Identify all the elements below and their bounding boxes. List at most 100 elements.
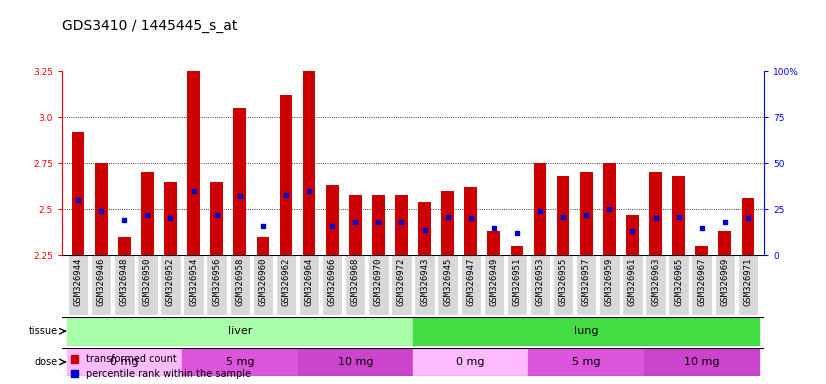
Bar <box>280 95 292 255</box>
Text: 0 mg: 0 mg <box>457 357 485 367</box>
Bar <box>644 348 759 376</box>
Text: 5 mg: 5 mg <box>572 357 601 367</box>
Bar <box>413 317 759 346</box>
Text: GSM326972: GSM326972 <box>397 257 406 306</box>
Bar <box>415 255 434 315</box>
Bar <box>300 255 318 315</box>
Text: GSM326953: GSM326953 <box>535 257 544 306</box>
Text: GSM326970: GSM326970 <box>374 257 383 306</box>
Bar <box>534 163 546 255</box>
Bar <box>164 182 177 255</box>
Bar <box>234 108 246 255</box>
Text: GSM326966: GSM326966 <box>328 257 337 306</box>
Bar <box>188 71 200 255</box>
Bar <box>719 232 731 255</box>
Text: GSM326964: GSM326964 <box>305 257 314 306</box>
Text: GSM326962: GSM326962 <box>282 257 291 306</box>
Bar <box>692 255 711 315</box>
Bar <box>531 255 549 315</box>
Legend: transformed count, percentile rank within the sample: transformed count, percentile rank withi… <box>67 350 255 383</box>
Text: GSM326954: GSM326954 <box>189 257 198 306</box>
Bar <box>646 255 665 315</box>
Bar <box>161 255 180 315</box>
Text: GSM326948: GSM326948 <box>120 257 129 306</box>
Text: GDS3410 / 1445445_s_at: GDS3410 / 1445445_s_at <box>62 19 237 33</box>
Bar <box>369 255 387 315</box>
Text: dose: dose <box>35 357 58 367</box>
Text: GSM326944: GSM326944 <box>74 257 83 306</box>
Text: GSM326946: GSM326946 <box>97 257 106 306</box>
Bar <box>672 176 685 255</box>
Bar <box>603 163 615 255</box>
Bar <box>464 187 477 255</box>
Bar <box>715 255 734 315</box>
Bar <box>392 255 411 315</box>
Bar <box>254 255 272 315</box>
Text: GSM326967: GSM326967 <box>697 257 706 306</box>
Bar <box>580 172 592 255</box>
Text: GSM326949: GSM326949 <box>489 257 498 306</box>
Text: GSM326961: GSM326961 <box>628 257 637 306</box>
Bar <box>508 255 526 315</box>
Bar <box>323 255 341 315</box>
Text: GSM326963: GSM326963 <box>651 257 660 306</box>
Text: GSM326968: GSM326968 <box>351 257 360 306</box>
Text: 10 mg: 10 mg <box>338 357 373 367</box>
Text: GSM326955: GSM326955 <box>558 257 567 306</box>
Bar <box>510 246 524 255</box>
Bar <box>418 202 431 255</box>
Text: GSM326947: GSM326947 <box>466 257 475 306</box>
Text: GSM326957: GSM326957 <box>582 257 591 306</box>
Bar <box>325 185 339 255</box>
Text: lung: lung <box>574 326 599 336</box>
Bar <box>372 195 385 255</box>
Text: GSM326969: GSM326969 <box>720 257 729 306</box>
Text: GSM326960: GSM326960 <box>259 257 268 306</box>
Bar <box>138 255 157 315</box>
Bar <box>211 182 223 255</box>
Bar <box>623 255 642 315</box>
Bar <box>69 255 88 315</box>
Bar <box>95 163 107 255</box>
Bar <box>738 255 757 315</box>
Bar <box>349 195 362 255</box>
Bar <box>230 255 249 315</box>
Bar <box>67 348 182 376</box>
Bar <box>302 71 316 255</box>
Text: tissue: tissue <box>29 326 58 336</box>
Bar <box>72 132 84 255</box>
Bar <box>207 255 226 315</box>
Text: GSM326950: GSM326950 <box>143 257 152 306</box>
Bar <box>669 255 688 315</box>
Bar <box>577 255 596 315</box>
Bar <box>277 255 295 315</box>
Bar <box>557 176 569 255</box>
Bar <box>92 255 111 315</box>
Text: GSM326956: GSM326956 <box>212 257 221 306</box>
Bar <box>554 255 572 315</box>
Text: 5 mg: 5 mg <box>225 357 254 367</box>
Text: GSM326959: GSM326959 <box>605 257 614 306</box>
Text: GSM326952: GSM326952 <box>166 257 175 306</box>
Bar <box>742 198 754 255</box>
Text: GSM326951: GSM326951 <box>512 257 521 306</box>
Bar <box>297 348 413 376</box>
Text: GSM326971: GSM326971 <box>743 257 752 306</box>
Bar <box>439 255 457 315</box>
Text: 10 mg: 10 mg <box>684 357 719 367</box>
Text: GSM326965: GSM326965 <box>674 257 683 306</box>
Bar <box>67 317 413 346</box>
Bar <box>257 237 269 255</box>
Bar <box>115 255 134 315</box>
Bar <box>441 191 454 255</box>
Text: GSM326958: GSM326958 <box>235 257 244 306</box>
Text: liver: liver <box>228 326 252 336</box>
Text: GSM326943: GSM326943 <box>420 257 429 306</box>
Text: GSM326945: GSM326945 <box>443 257 452 306</box>
Bar <box>184 255 203 315</box>
Bar <box>462 255 480 315</box>
Bar <box>182 348 297 376</box>
Bar <box>649 172 662 255</box>
Bar <box>600 255 619 315</box>
Bar <box>529 348 644 376</box>
